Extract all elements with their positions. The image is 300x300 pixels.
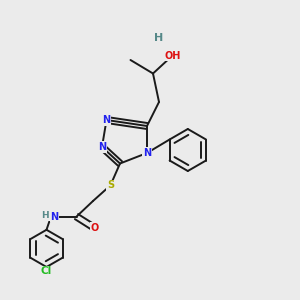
Text: N: N: [98, 142, 106, 152]
Text: Cl: Cl: [41, 266, 52, 277]
Text: N: N: [102, 115, 111, 125]
Text: H: H: [41, 211, 49, 220]
Text: H: H: [154, 33, 164, 43]
Text: OH: OH: [164, 50, 181, 61]
Text: N: N: [143, 148, 151, 158]
Text: O: O: [90, 223, 99, 233]
Text: N: N: [50, 212, 59, 222]
Text: S: S: [107, 180, 114, 190]
